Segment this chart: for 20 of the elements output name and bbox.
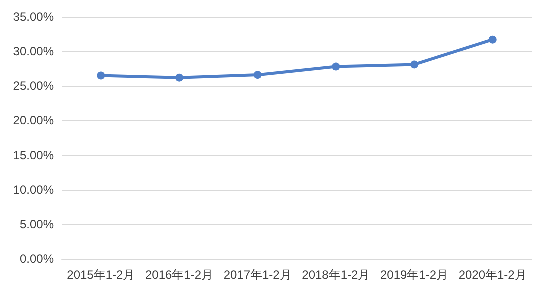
y-tick-label: 30.00% <box>13 44 54 59</box>
x-tick-label: 2018年1-2月 <box>302 268 370 282</box>
x-tick-label: 2017年1-2月 <box>224 268 292 282</box>
x-tick-label: 2019年1-2月 <box>380 268 449 282</box>
point <box>410 60 418 69</box>
y-tick-label: 25.00% <box>13 79 54 94</box>
y-tick-label: 15.00% <box>13 148 54 162</box>
x-tick-label: 2015年1-2月 <box>67 268 136 282</box>
y-tick-label: 20.00% <box>13 114 54 128</box>
point <box>488 36 497 44</box>
y-tick-label: 5.00% <box>20 217 54 232</box>
y-tick-label: 35.00% <box>13 10 54 24</box>
x-tick-label: 2016年1-2月 <box>145 268 214 282</box>
y-tick-label: 0.00% <box>20 252 54 266</box>
point <box>97 72 106 80</box>
y-tick-label: 10.00% <box>13 182 54 197</box>
point <box>332 62 340 71</box>
x-tick-label: 2020年1-2月 <box>458 268 527 282</box>
point <box>176 74 184 82</box>
point <box>254 71 262 80</box>
